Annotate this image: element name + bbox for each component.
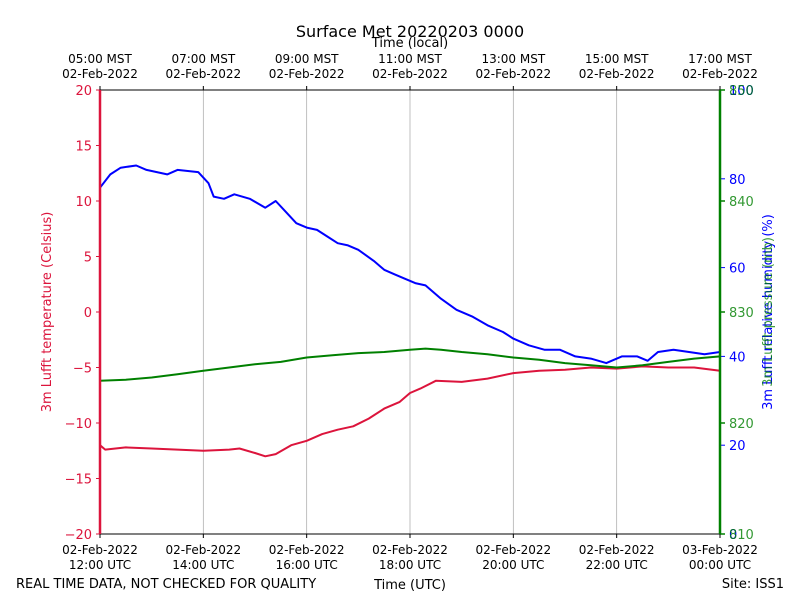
- x-tick-label-date: 02-Feb-2022: [269, 543, 345, 557]
- pressure-tick-label: 840: [729, 195, 754, 210]
- x-tick-label-time: 00:00 UTC: [689, 558, 751, 572]
- x-tick-label-time: 20:00 UTC: [482, 558, 544, 572]
- top-tick-label-time: 17:00 MST: [688, 52, 752, 66]
- left-tick-label: 15: [75, 140, 92, 155]
- top-tick-label-date: 02-Feb-2022: [269, 67, 345, 81]
- pressure-tick-label: 850: [729, 84, 754, 99]
- x-tick-label-time: 12:00 UTC: [69, 558, 131, 572]
- rh-tick-label: 100: [729, 84, 754, 99]
- top-tick-label-time: 05:00 MST: [68, 52, 132, 66]
- rh-tick-label: 80: [729, 173, 746, 188]
- rh-tick-label: 40: [729, 350, 746, 365]
- x-tick-label-date: 02-Feb-2022: [62, 543, 138, 557]
- left-tick-label: 20: [75, 84, 92, 99]
- pressure-tick-label: 820: [729, 417, 754, 432]
- pressure-tick-label: 830: [729, 306, 754, 321]
- footer-left: REAL TIME DATA, NOT CHECKED FOR QUALITY: [16, 577, 316, 592]
- pressure-line: [99, 347, 721, 382]
- left-tick-label: 5: [84, 251, 92, 266]
- x-tick-label-date: 02-Feb-2022: [372, 543, 448, 557]
- top-tick-label-date: 02-Feb-2022: [62, 67, 138, 81]
- footer-right: Site: ISS1: [722, 577, 784, 592]
- series-lines: [99, 164, 721, 458]
- left-tick-label: −15: [65, 473, 92, 488]
- top-tick-label-date: 02-Feb-2022: [579, 67, 655, 81]
- x-tick-label-date: 02-Feb-2022: [475, 543, 551, 557]
- rh-tick-label: 60: [729, 262, 746, 277]
- left-tick-label: 0: [84, 306, 92, 321]
- top-tick-label-date: 02-Feb-2022: [682, 67, 758, 81]
- pressure-axis-ticks: 810 820 830 840 850: [720, 84, 754, 543]
- x-tick-label-time: 22:00 UTC: [586, 558, 648, 572]
- right-axis-label-pressure: 3m Lufft pressure (mb): [761, 237, 776, 387]
- chart-title: Surface Met 20220203 0000: [296, 22, 524, 41]
- x-tick-label-time: 14:00 UTC: [172, 558, 234, 572]
- rh-axis-ticks: 0 20 40 60 80 100: [720, 84, 754, 543]
- rh-tick-label: 0: [729, 528, 737, 543]
- x-tick-label-date: 02-Feb-2022: [579, 543, 655, 557]
- top-axis-label: Time (local): [371, 36, 448, 51]
- left-axis-ticks: 20 15 10 5 0 −5 −10 −15 −20: [65, 84, 100, 543]
- top-tick-label-date: 02-Feb-2022: [372, 67, 448, 81]
- rh-tick-label: 20: [729, 439, 746, 454]
- left-tick-label: −5: [73, 362, 92, 377]
- left-axis-label: 3m Lufft temperature (Celsius): [40, 212, 55, 413]
- x-axis-label: Time (UTC): [373, 578, 446, 593]
- right-axis-label-rh: 3m Lufft relative humidity (%): [761, 214, 776, 410]
- pressure-tick-label: 810: [729, 528, 754, 543]
- x-tick-label-date: 02-Feb-2022: [165, 543, 241, 557]
- grid-lines: [202, 90, 618, 534]
- x-tick-label-time: 16:00 UTC: [276, 558, 338, 572]
- left-tick-label: −10: [65, 417, 92, 432]
- left-tick-label: −20: [65, 528, 92, 543]
- x-tick-label-time: 18:00 UTC: [379, 558, 441, 572]
- top-tick-label-time: 11:00 MST: [378, 52, 442, 66]
- top-tick-label-time: 15:00 MST: [585, 52, 649, 66]
- top-tick-label-date: 02-Feb-2022: [475, 67, 551, 81]
- top-tick-label-time: 13:00 MST: [481, 52, 545, 66]
- top-tick-label-time: 07:00 MST: [171, 52, 235, 66]
- temperature-line: [99, 365, 721, 458]
- humidity-line: [99, 164, 721, 365]
- x-tick-label-date: 03-Feb-2022: [682, 543, 758, 557]
- top-tick-label-time: 09:00 MST: [275, 52, 339, 66]
- left-tick-label: 10: [75, 195, 92, 210]
- top-tick-label-date: 02-Feb-2022: [165, 67, 241, 81]
